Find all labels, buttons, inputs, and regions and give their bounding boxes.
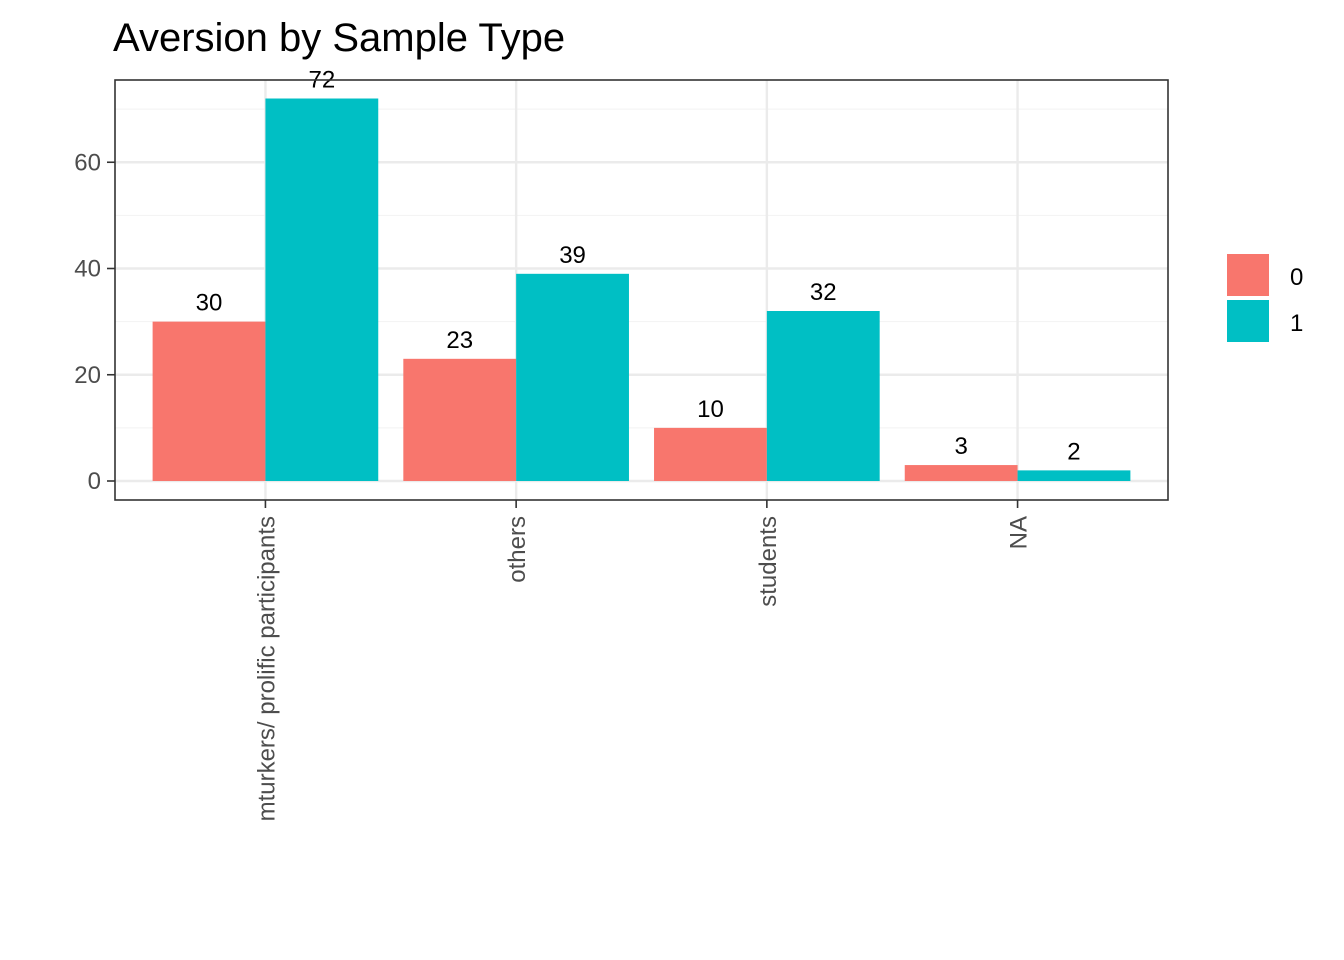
y-axis: 0 20 40 60 [74,149,115,495]
data-label: 2 [1067,438,1080,465]
bar-0 [654,427,767,481]
x-tick-label: others [504,516,531,583]
bar-0 [904,465,1018,481]
legend: 01 [1227,254,1303,342]
y-tick-label: 40 [74,256,101,283]
data-label: 23 [446,327,473,354]
x-tick-label: students [755,516,782,607]
y-tick-label: 0 [88,468,101,495]
y-tick-label: 60 [74,149,101,176]
bar-1 [1017,470,1131,481]
legend-label: 1 [1290,310,1303,337]
bar-0 [152,321,266,481]
data-label: 30 [196,290,223,317]
legend-key-0 [1227,254,1269,296]
data-label: 10 [697,396,724,423]
legend-key-1 [1227,300,1269,342]
bars [152,98,1131,481]
data-label: 39 [559,242,586,269]
x-axis: mturkers/ prolific participants others stu… [253,500,1033,821]
data-label: 3 [954,433,967,460]
legend-label: 0 [1290,264,1303,291]
y-tick-label: 20 [74,362,101,389]
bar-0 [403,358,517,481]
chart-title: Aversion by Sample Type [113,16,565,60]
bar-1 [516,273,629,481]
plot-border [114,79,1169,501]
bar-1 [766,311,880,481]
bar-1 [265,98,379,481]
x-tick-label: NA [1006,516,1033,549]
x-tick-label: mturkers/ prolific participants [253,516,280,821]
data-label: 32 [810,279,837,306]
